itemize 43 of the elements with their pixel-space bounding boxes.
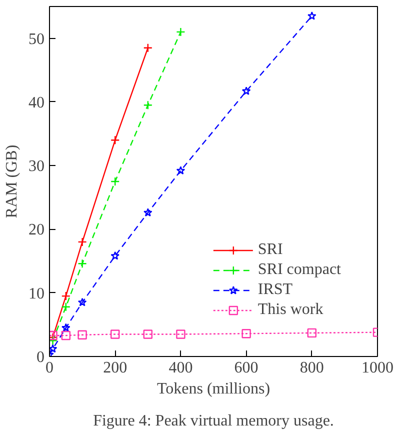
point bbox=[110, 176, 120, 186]
point bbox=[143, 100, 152, 110]
point bbox=[61, 323, 70, 332]
x-axis-title: Tokens (millions) bbox=[156, 380, 270, 398]
legend-label: SRI bbox=[258, 241, 283, 259]
point bbox=[110, 251, 120, 260]
point bbox=[50, 344, 58, 353]
point bbox=[176, 27, 186, 37]
point bbox=[78, 237, 87, 247]
point bbox=[78, 330, 87, 340]
point bbox=[242, 328, 251, 338]
x-tick-label: 400 bbox=[168, 360, 193, 376]
y-tick-label: 20 bbox=[28, 222, 44, 239]
point bbox=[61, 330, 70, 340]
point bbox=[143, 43, 152, 52]
y-axis-title: RAM (GB) bbox=[4, 144, 20, 218]
y-tick-label: 0 bbox=[36, 349, 44, 366]
point bbox=[61, 291, 70, 301]
point bbox=[110, 330, 120, 339]
legend-label: This work bbox=[258, 301, 324, 319]
point bbox=[307, 11, 316, 20]
legend-label: SRI compact bbox=[258, 261, 341, 279]
y-tick-label: 10 bbox=[28, 285, 44, 302]
y-tick-label: 50 bbox=[28, 30, 44, 48]
x-tick-label: 600 bbox=[234, 360, 258, 376]
y-tick-label: 40 bbox=[28, 94, 44, 112]
x-tick-label: 200 bbox=[103, 360, 128, 376]
point bbox=[50, 336, 58, 346]
point bbox=[143, 208, 152, 217]
y-tick-label: 30 bbox=[28, 158, 44, 176]
point bbox=[143, 330, 152, 339]
point bbox=[242, 86, 251, 95]
legend-label: IRST bbox=[258, 281, 293, 299]
point bbox=[78, 298, 87, 306]
point bbox=[78, 258, 87, 268]
point bbox=[110, 136, 120, 145]
caption: Figure 4: Peak virtual memory usage. bbox=[93, 412, 334, 430]
point bbox=[176, 330, 186, 339]
x-tick-label: 800 bbox=[300, 360, 324, 376]
x-tick-label: 1000 bbox=[362, 360, 394, 376]
point bbox=[176, 166, 186, 175]
point bbox=[61, 302, 70, 312]
point bbox=[307, 328, 316, 338]
